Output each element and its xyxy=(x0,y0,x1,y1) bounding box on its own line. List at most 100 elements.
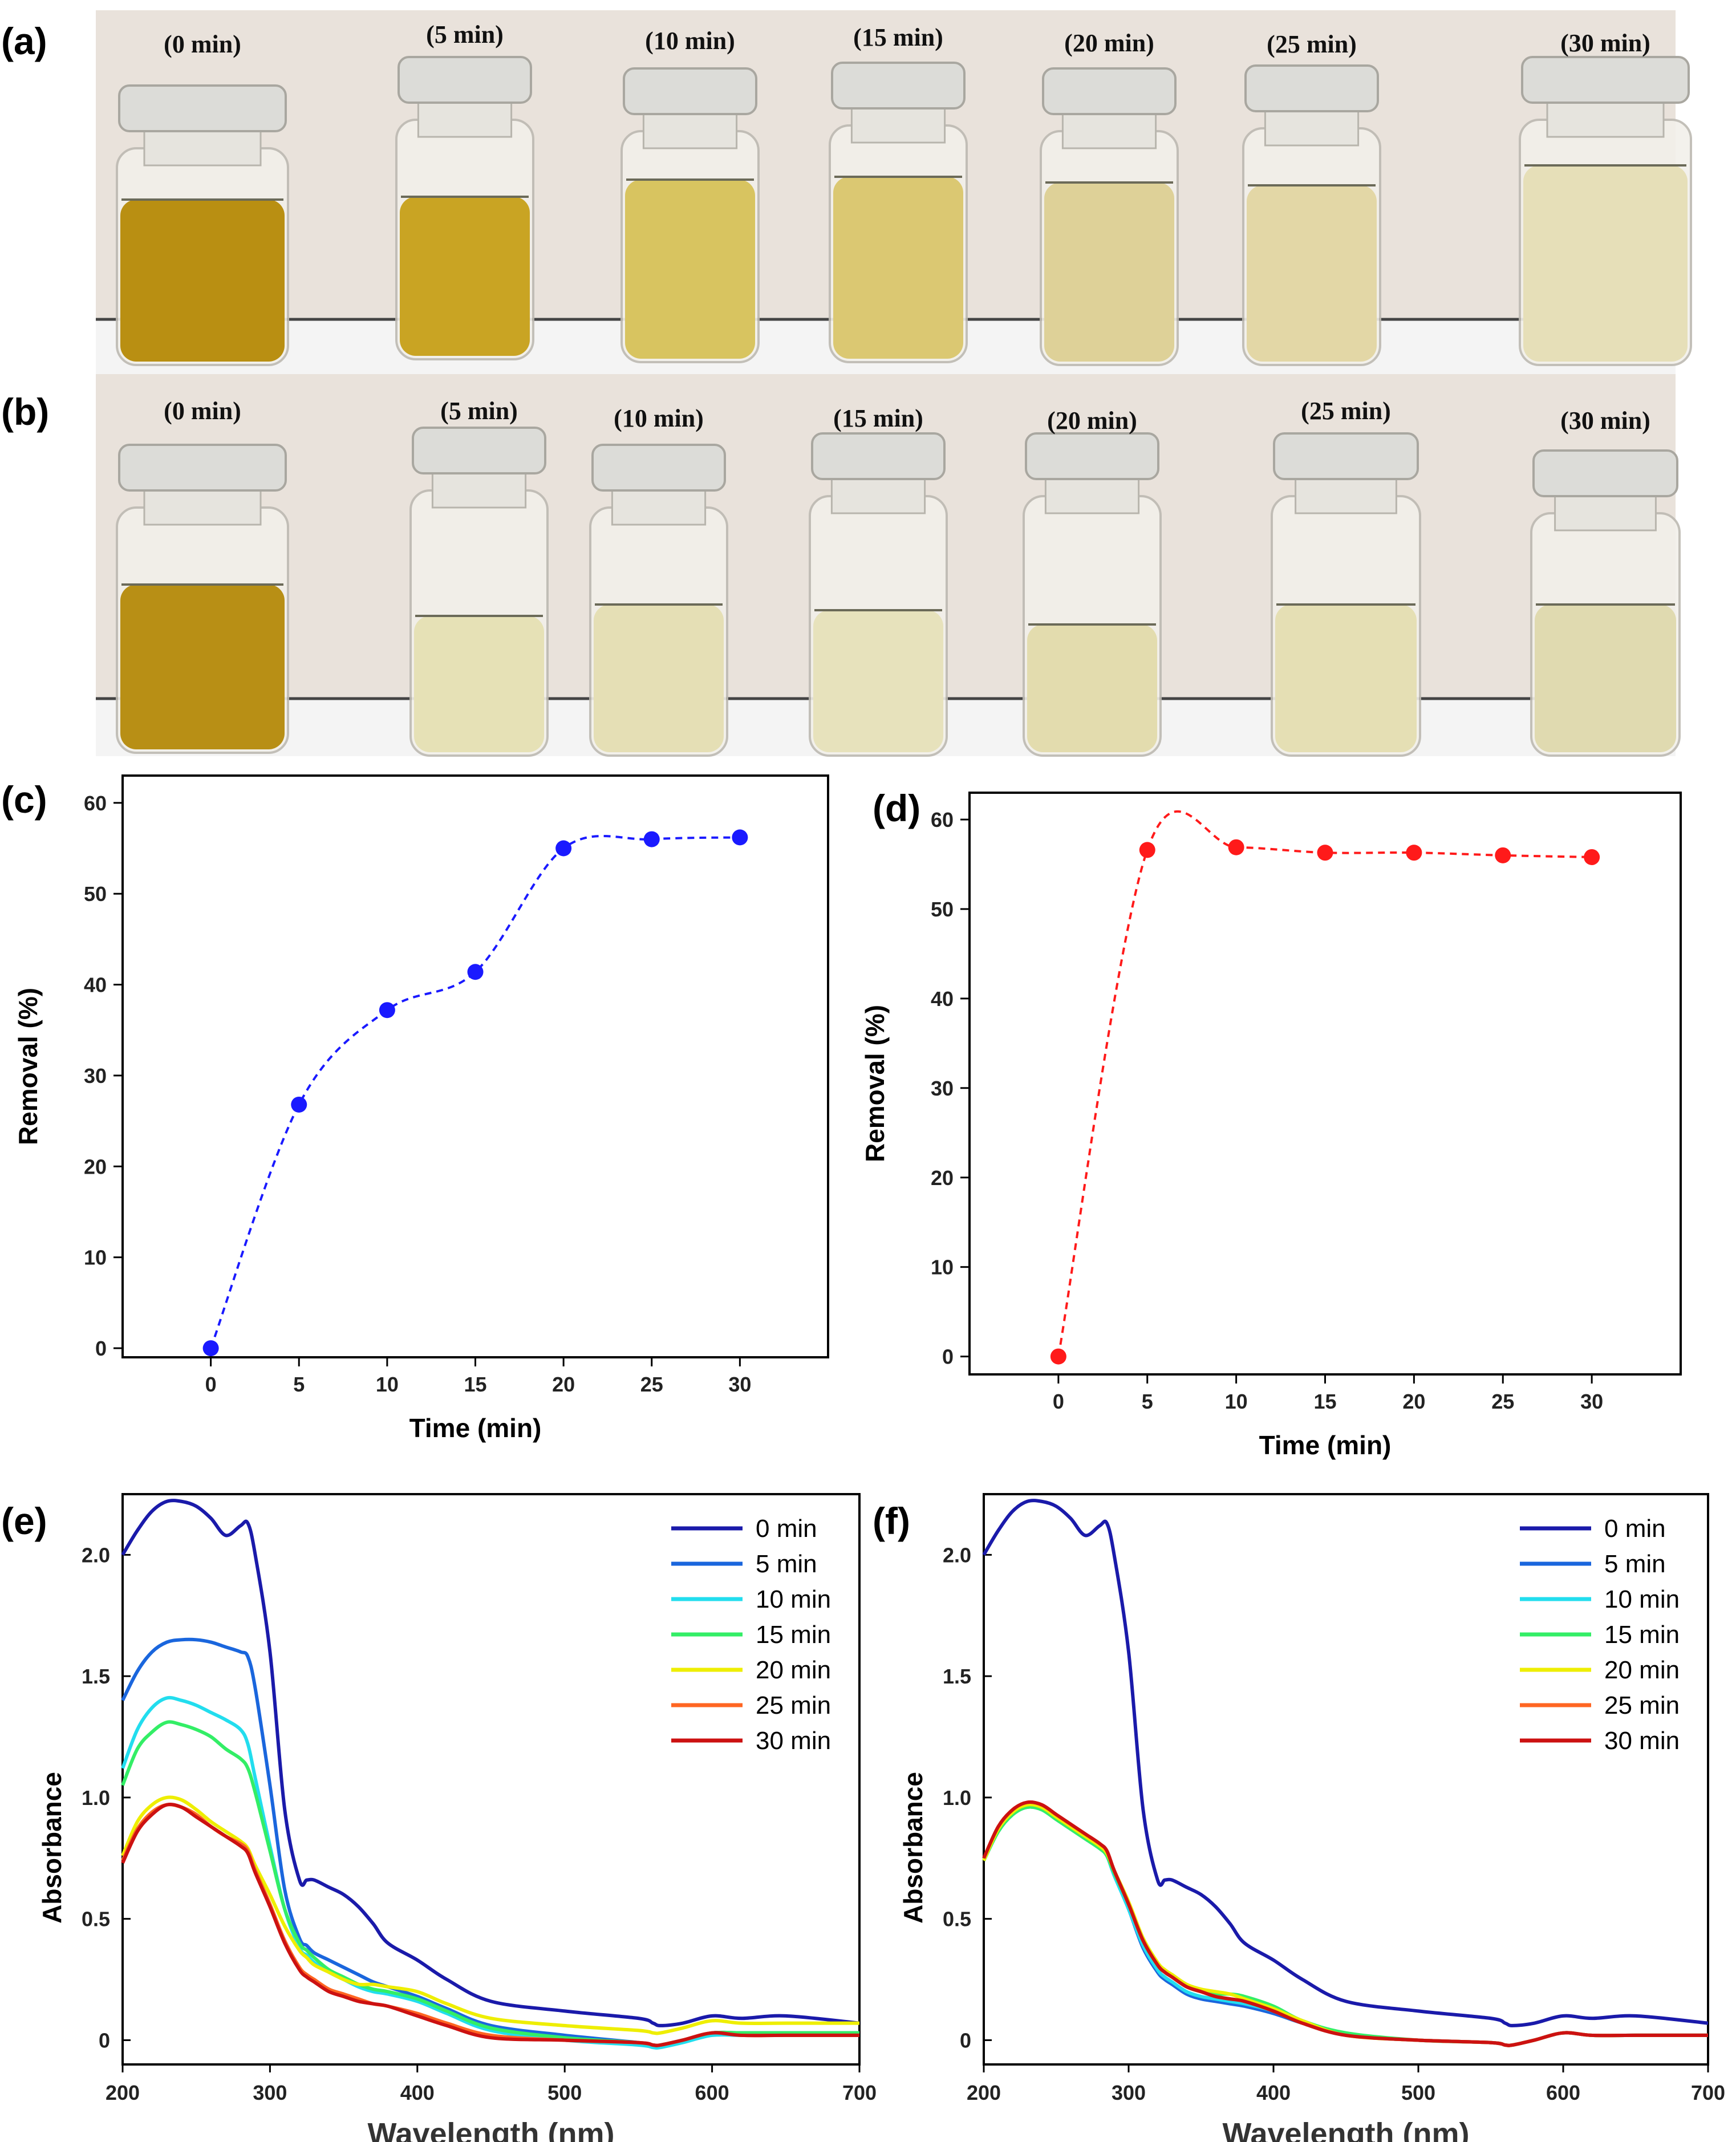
photo-panel-a: (0 min) (5 min) (10 min) (15 min) (20 min) (2… xyxy=(96,10,1692,374)
vial xyxy=(409,427,549,757)
legend-label: 15 min xyxy=(756,1621,831,1649)
series-line xyxy=(121,1720,859,2047)
y-tick-label: 30 xyxy=(84,1064,107,1088)
panel-label-d: (d) xyxy=(873,787,920,829)
plot-frame xyxy=(121,1493,861,2066)
photo-panel-b: (0 min) (5 min) (10 min) (15 min) (20 min) (2… xyxy=(96,374,1681,757)
x-tick-label: 0 xyxy=(205,1373,217,1396)
x-tick-label: 15 xyxy=(1313,1390,1336,1413)
y-tick-label: 30 xyxy=(931,1077,954,1100)
vial-cap xyxy=(118,444,287,492)
vial-liquid xyxy=(813,610,943,752)
legend-label: 0 min xyxy=(1604,1515,1666,1543)
vial xyxy=(1530,449,1681,757)
data-point xyxy=(1139,842,1155,858)
vial xyxy=(116,444,289,754)
y-tick-label: 50 xyxy=(84,882,107,906)
y-axis-label: Absorbance xyxy=(37,1772,67,1924)
vial-cap xyxy=(591,444,726,492)
y-axis-label: Removal (%) xyxy=(860,1005,890,1162)
legend-label: 30 min xyxy=(1604,1727,1680,1755)
x-tick-label: 500 xyxy=(1401,2081,1435,2104)
x-tick-label: 30 xyxy=(728,1373,751,1396)
vial-time-label: (20 min) xyxy=(1047,407,1137,435)
x-tick-label: 20 xyxy=(552,1373,575,1396)
vial-time-label: (25 min) xyxy=(1267,30,1357,58)
y-tick-label: 1.0 xyxy=(82,1786,110,1810)
x-tick-label: 400 xyxy=(1256,2081,1291,2104)
y-axis-label: Removal (%) xyxy=(13,988,43,1145)
chart-panel-f: 200 300 400 500 600 700 0 0.5 1.0 1.5 2.0 Wavelengt… xyxy=(898,1493,1725,2142)
vial-time-label: (5 min) xyxy=(440,397,518,425)
vial-time-label: (10 min) xyxy=(645,27,735,55)
vial-cap xyxy=(1042,67,1177,115)
vial-liquid xyxy=(594,605,724,752)
vial-cap xyxy=(831,62,966,109)
y-tick-label: 0.5 xyxy=(82,1908,110,1931)
y-tick-label: 60 xyxy=(931,808,954,831)
data-point xyxy=(202,1340,219,1357)
y-tick-label: 20 xyxy=(84,1155,107,1178)
data-point xyxy=(467,964,484,980)
vial-liquid xyxy=(400,197,530,356)
legend-label: 20 min xyxy=(756,1656,831,1684)
x-tick-label: 400 xyxy=(400,2081,435,2104)
fit-curve xyxy=(209,834,740,1349)
vial-cap xyxy=(1532,449,1678,497)
x-tick-label: 30 xyxy=(1580,1390,1603,1413)
x-axis-label: Time (min) xyxy=(1259,1430,1392,1460)
vial-liquid xyxy=(1044,182,1174,362)
y-tick-label: 2.0 xyxy=(82,1543,110,1567)
y-tick-label: 10 xyxy=(84,1246,107,1269)
data-point xyxy=(1584,849,1600,865)
x-axis-label: Wavelength (nm) xyxy=(1222,2117,1469,2142)
vial xyxy=(1242,64,1381,366)
x-axis-label: Time (min) xyxy=(409,1413,542,1443)
plot-frame xyxy=(983,1493,1709,2066)
series-line xyxy=(982,1499,1709,2027)
x-tick-label: 0 xyxy=(1053,1390,1064,1413)
chart-panel-e: 200 300 400 500 600 700 0 0.5 1.0 1.5 2.0 Wavelengt… xyxy=(37,1493,877,2142)
x-tick-label: 300 xyxy=(1112,2081,1146,2104)
data-point xyxy=(1050,1348,1066,1365)
x-tick-label: 20 xyxy=(1402,1390,1425,1413)
data-point xyxy=(1406,845,1422,861)
x-tick-label: 200 xyxy=(106,2081,140,2104)
x-tick-label: 10 xyxy=(1225,1390,1248,1413)
y-tick-label: 0.5 xyxy=(943,1908,971,1931)
vial xyxy=(395,56,534,360)
x-tick-label: 5 xyxy=(293,1373,305,1396)
vial-time-label: (5 min) xyxy=(426,21,504,48)
x-axis-label: Wavelength (nm) xyxy=(367,2117,614,2142)
vial-cap xyxy=(1273,432,1419,480)
vial-liquid xyxy=(833,177,963,359)
panel-label-b: (b) xyxy=(1,391,49,433)
vial xyxy=(1271,432,1421,757)
vial-liquid xyxy=(1523,165,1688,362)
vial-cap xyxy=(398,56,532,104)
y-axis-label: Absorbance xyxy=(898,1772,928,1924)
data-point xyxy=(379,1002,395,1019)
legend-label: 20 min xyxy=(1604,1656,1680,1684)
vial-liquid xyxy=(1275,605,1417,752)
vial-liquid xyxy=(414,616,544,752)
data-point xyxy=(1317,845,1333,861)
vial-time-label: (20 min) xyxy=(1064,29,1154,57)
x-tick-label: 5 xyxy=(1142,1390,1153,1413)
vial xyxy=(1040,67,1179,366)
y-tick-label: 60 xyxy=(84,792,107,815)
plot-frame xyxy=(121,774,829,1358)
legend-label: 25 min xyxy=(756,1691,831,1719)
legend-label: 10 min xyxy=(1604,1585,1680,1613)
panel-label-f: (f) xyxy=(873,1500,910,1542)
vial xyxy=(116,84,289,366)
legend-label: 5 min xyxy=(1604,1550,1666,1578)
legend-label: 25 min xyxy=(1604,1691,1680,1719)
vial-cap xyxy=(118,84,287,132)
y-tick-label: 2.0 xyxy=(943,1543,971,1567)
vial-time-label: (0 min) xyxy=(164,397,241,425)
vial-liquid xyxy=(120,200,285,362)
y-tick-label: 50 xyxy=(931,898,954,921)
series-line xyxy=(121,1499,860,2027)
